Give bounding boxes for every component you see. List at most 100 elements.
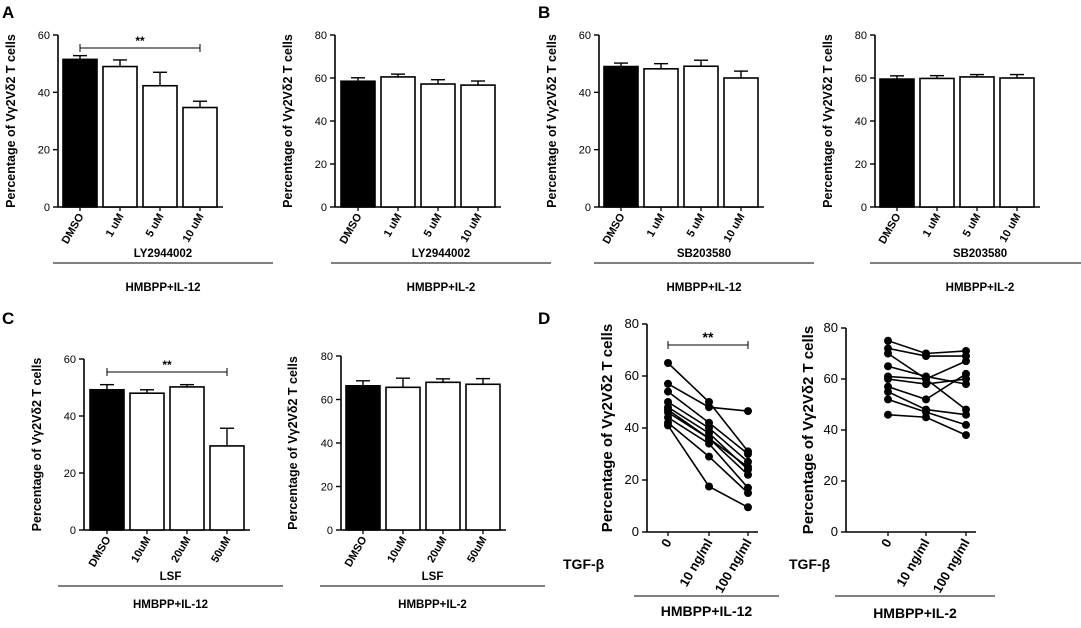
y-tick-label: 60 [855, 73, 867, 85]
data-point [744, 450, 752, 458]
condition-label: HMBPP+IL-2 [407, 282, 476, 294]
x-tick-label: 10 ng/ml [893, 536, 932, 589]
data-point [962, 369, 970, 378]
y-tick-label: 40 [625, 420, 639, 435]
bar [723, 77, 759, 208]
x-tick-label: 1 uM [104, 212, 127, 240]
factor-label: TGF-β [789, 556, 831, 572]
data-point [664, 387, 672, 396]
x-tick-label: DMSO [343, 534, 370, 569]
y-tick-label: 0 [321, 202, 327, 214]
bar [380, 76, 416, 208]
x-tick-label: 10 uM [459, 212, 485, 245]
condition-label: HMBPP+IL-12 [125, 282, 200, 294]
x-tick-label: DMSO [60, 211, 87, 246]
data-point [744, 463, 752, 471]
x-tick-label: 10uM [385, 535, 409, 565]
significance-label: ** [162, 358, 172, 372]
y-axis-title: Percentage of Vγ2Vδ2 T cells [545, 34, 559, 208]
panel-letter-a: A [2, 3, 14, 22]
significance-label: ** [703, 329, 714, 345]
bar [999, 77, 1035, 208]
x-tick-label: 10uM [129, 535, 153, 565]
y-axis-title: Percentage of Vγ2Vδ2 T cells [30, 358, 44, 532]
x-tick-label: 100 ng/ml [930, 536, 973, 595]
bar [169, 386, 205, 531]
bar [345, 384, 381, 531]
bar [89, 388, 125, 531]
x-tick-label: 20uM [425, 535, 449, 565]
data-point [705, 452, 713, 461]
data-point [744, 489, 752, 497]
data-point [922, 413, 930, 422]
data-point [664, 379, 672, 388]
x-tick-label: 1 uM [382, 212, 405, 240]
y-tick-label: 60 [824, 371, 838, 386]
y-tick-label: 80 [625, 316, 639, 331]
x-tick-label: 5 uM [961, 212, 984, 240]
data-point [664, 421, 672, 430]
x-group-label: LSF [160, 571, 182, 583]
bar [142, 84, 178, 208]
x-tick-label: 10 uM [181, 212, 207, 245]
y-tick-label: 0 [70, 525, 76, 537]
y-tick-label: 0 [831, 524, 838, 539]
condition-label: HMBPP+IL-12 [133, 599, 208, 611]
data-point [664, 359, 672, 367]
x-tick-label: 10 uM [722, 212, 748, 245]
x-tick-label: 5 uM [144, 212, 167, 240]
data-point [884, 362, 892, 371]
y-tick-label: 0 [327, 525, 333, 537]
y-tick-label: 0 [632, 524, 639, 539]
data-point [962, 410, 970, 419]
x-tick-label: 10 ng/ml [676, 536, 715, 589]
x-tick-label: 0 [658, 536, 675, 550]
y-tick-label: 20 [64, 468, 76, 480]
chart-b1: 0 20 40 60 Percentage of Vγ2Vδ2 T cells DMSO 1… [545, 30, 814, 294]
bar [129, 392, 165, 531]
y-tick-label: 60 [321, 395, 333, 407]
data-point [962, 420, 970, 429]
x-tick-label: DMSO [601, 211, 628, 246]
data-point [705, 403, 713, 412]
x-tick-label: 1 uM [921, 212, 944, 240]
data-point [884, 387, 892, 396]
data-point [884, 395, 892, 404]
x-tick-label: 20uM [169, 535, 193, 565]
y-axis-title: Percentage of Vγ2Vδ2 T cells [4, 34, 18, 208]
bar [879, 78, 915, 208]
significance-label: ** [135, 34, 145, 48]
y-tick-label: 60 [625, 368, 639, 383]
condition-label: HMBPP+IL-2 [946, 282, 1015, 294]
data-point [922, 380, 930, 389]
x-group-label: LY2944002 [134, 248, 192, 260]
x-tick-label: 1 uM [645, 212, 668, 240]
x-group-label: LY2944002 [412, 248, 470, 260]
y-tick-label: 20 [579, 145, 591, 157]
y-tick-label: 20 [38, 145, 50, 157]
x-tick-label: 10 uM [998, 212, 1024, 245]
y-tick-label: 40 [855, 116, 867, 128]
x-tick-label: 50uM [209, 535, 233, 565]
panel-letter-c: C [2, 309, 14, 328]
data-point [922, 352, 930, 361]
bar [460, 84, 496, 208]
y-tick-label: 60 [38, 30, 50, 42]
condition-label: HMBPP+IL-2 [398, 599, 467, 611]
bar [340, 80, 376, 208]
y-axis-title: Percentage of Vγ2Vδ2 T cells [281, 34, 295, 208]
y-axis-title: Percentage of Vγ2Vδ2 T cells [286, 356, 300, 530]
y-tick-label: 20 [855, 159, 867, 171]
panel-letter-d: D [538, 309, 550, 328]
x-tick-label: DMSO [877, 211, 904, 246]
y-tick-label: 60 [64, 354, 76, 366]
data-point [962, 431, 970, 440]
bar [420, 83, 456, 208]
y-tick-label: 80 [321, 351, 333, 363]
x-tick-label: DMSO [338, 211, 365, 246]
data-point [705, 482, 713, 491]
y-tick-label: 80 [315, 30, 327, 42]
y-axis-title: Percentage of Vγ2Vδ2 T cells [599, 324, 616, 532]
